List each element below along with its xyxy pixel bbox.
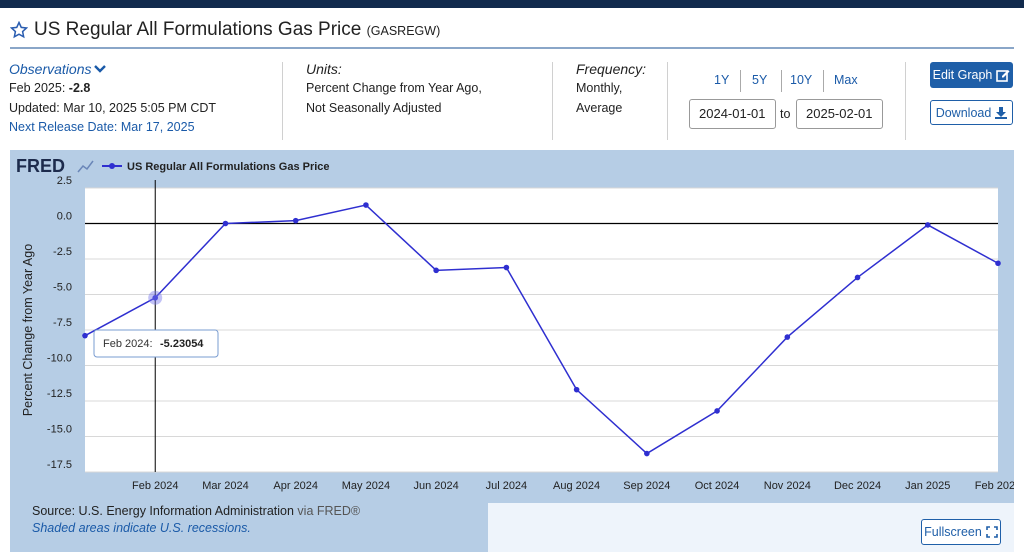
logo-icon	[77, 160, 94, 173]
data-point	[714, 408, 720, 414]
y-tick-label: 2.5	[57, 175, 72, 187]
y-tick-label: 0.0	[57, 211, 72, 223]
separator	[282, 62, 283, 140]
frequency-line: Monthly,	[576, 81, 623, 95]
legend-label: US Regular All Formulations Gas Price	[127, 161, 330, 173]
series-id: (GASREGW)	[366, 24, 441, 38]
x-tick-label: May 2024	[342, 480, 390, 492]
separator	[552, 62, 553, 140]
latest-observation: Feb 2025: -2.8	[9, 81, 90, 95]
end-date-input[interactable]: 2025-02-01	[796, 99, 883, 129]
title-text: US Regular All Formulations Gas Price	[34, 19, 362, 40]
range-link[interactable]: 10Y	[790, 73, 813, 87]
separator	[905, 62, 906, 140]
units-heading: Units:	[306, 61, 342, 77]
frequency-line: Average	[576, 101, 623, 115]
data-point	[82, 332, 88, 339]
units-line: Not Seasonally Adjusted	[306, 101, 442, 115]
y-tick-label: -15.0	[47, 424, 72, 436]
x-tick-label: Dec 2024	[834, 480, 881, 492]
data-point	[152, 294, 159, 301]
y-axis-label: Percent Change from Year Ago	[21, 244, 35, 416]
download-button[interactable]: Download	[930, 100, 1013, 125]
divider	[10, 47, 1014, 49]
observations-toggle[interactable]: Observations	[9, 61, 107, 77]
data-point	[784, 334, 791, 340]
start-date-input[interactable]: 2024-01-01	[689, 99, 776, 129]
data-point	[924, 222, 931, 228]
range-separator	[823, 70, 824, 92]
separator	[667, 62, 668, 140]
series-line	[84, 204, 999, 455]
date-separator: to	[780, 107, 791, 121]
x-tick-label: Oct 2024	[695, 480, 740, 492]
range-link[interactable]: Max	[834, 73, 858, 87]
range-separator	[781, 70, 782, 92]
data-point	[433, 267, 439, 274]
x-tick-label: Feb 2024	[132, 480, 178, 492]
chart: FRED US Regular All Formulations Gas Pric…	[16, 156, 1014, 492]
y-tick-label: -17.5	[47, 459, 72, 471]
source-text: Source: U.S. Energy Information Administ…	[32, 504, 294, 518]
x-tick-label: Aug 2024	[553, 480, 600, 492]
hover-point	[148, 290, 163, 305]
frequency-heading: Frequency:	[576, 61, 647, 77]
y-tick-label: -7.5	[53, 317, 72, 329]
data-point	[995, 260, 1001, 267]
fullscreen-label: Fullscreen	[924, 525, 982, 539]
tooltip-value: -5.23054	[160, 338, 204, 350]
data-point	[222, 220, 229, 227]
range-link[interactable]: 1Y	[714, 73, 730, 87]
legend-dot	[109, 163, 115, 169]
x-tick-label: Feb 2025	[975, 480, 1014, 492]
x-tick-label: Sep 2024	[623, 480, 670, 492]
tooltip	[93, 329, 219, 358]
x-tick-label: Mar 2024	[202, 480, 248, 492]
next-release[interactable]: Next Release Date: Mar 17, 2025	[9, 120, 195, 134]
obs-date: Feb 2025:	[9, 81, 66, 95]
y-tick-label: -10.0	[47, 353, 72, 365]
x-tick-label: Jun 2024	[414, 480, 459, 492]
y-tick-label: -2.5	[53, 246, 72, 258]
x-tick-label: Nov 2024	[764, 480, 811, 492]
edit-label: Edit Graph	[932, 68, 993, 82]
range-link[interactable]: 5Y	[752, 73, 768, 87]
data-point	[644, 450, 650, 457]
range-separator	[740, 70, 741, 92]
logo: FRED	[16, 156, 65, 176]
observations-heading: Observations	[9, 61, 92, 77]
units-line: Percent Change from Year Ago,	[306, 81, 482, 95]
source: Source: U.S. Energy Information Administ…	[32, 504, 360, 518]
recession-note: Shaded areas indicate U.S. recessions.	[32, 521, 251, 535]
fullscreen-button[interactable]: Fullscreen	[921, 519, 1001, 545]
y-tick-label: -12.5	[47, 388, 72, 400]
x-tick-label: Jul 2024	[486, 480, 528, 492]
tooltip-label: Feb 2024:	[103, 338, 153, 350]
download-label: Download	[935, 105, 992, 120]
obs-value: -2.8	[68, 81, 91, 95]
edit-graph-button[interactable]: Edit Graph	[930, 62, 1013, 88]
updated: Updated: Mar 10, 2025 5:05 PM CDT	[9, 101, 217, 115]
y-tick-label: -5.0	[53, 282, 72, 294]
x-tick-label: Jan 2025	[905, 480, 950, 492]
data-point	[363, 202, 369, 208]
data-point	[573, 386, 580, 393]
data-point	[292, 217, 299, 224]
x-tick-label: Apr 2024	[273, 480, 318, 492]
top-bar	[0, 0, 1024, 8]
title: US Regular All Formulations Gas Price (G…	[34, 19, 440, 41]
star-icon[interactable]	[10, 21, 28, 39]
source-via: via FRED®	[297, 504, 361, 518]
data-point	[503, 264, 510, 271]
data-point	[854, 274, 861, 281]
